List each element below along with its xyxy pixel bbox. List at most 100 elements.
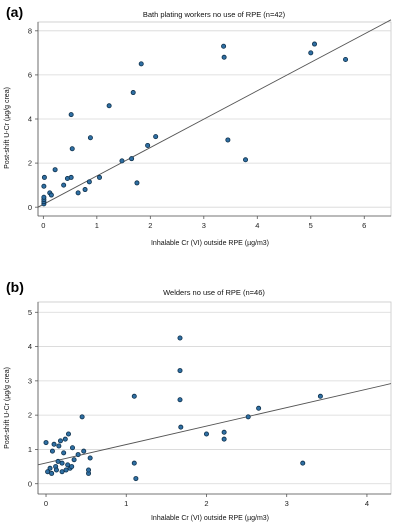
- panel-a-data-point-20: [119, 158, 125, 164]
- panel-a-data-point-11: [68, 174, 74, 180]
- panel-b-data-point-2: [47, 465, 53, 471]
- panel-b-y-tick-label-3: 3: [28, 376, 32, 385]
- panel-b-data-point-1: [45, 469, 51, 475]
- panel-b-y-axis-label: Post-shift U-Cr (µg/g crea): [4, 367, 11, 449]
- panel-b-data-point-21: [71, 457, 77, 463]
- panel-b-y-tick-label-2: 2: [28, 411, 32, 420]
- panel-a-data-point-21: [129, 156, 135, 162]
- panel-a-data-point-22: [130, 90, 136, 96]
- panel-b-data-point-27: [87, 455, 93, 461]
- panel-a-x-tick-label-1: 1: [95, 221, 99, 230]
- panel-b-x-tick-label-3: 3: [285, 499, 289, 508]
- panel-a-data-point-24: [138, 61, 144, 67]
- panel-a-data-point-9: [61, 182, 67, 188]
- panel-a-data-point-23: [134, 180, 140, 186]
- panel-b-data-point-26: [86, 467, 92, 473]
- panel-a-data-point-28: [221, 54, 227, 60]
- panel-b-y-tick-label-0: 0: [28, 479, 32, 488]
- panel-a-data-point-15: [82, 187, 88, 193]
- panel-b-data-point-23: [79, 414, 85, 420]
- panel-a-data-point-3: [41, 194, 47, 200]
- panel-a-data-point-29: [225, 137, 231, 143]
- panel-a-data-point-7: [48, 192, 54, 198]
- panel-b-letter: (b): [6, 279, 24, 295]
- panel-a-data-point-13: [69, 146, 75, 152]
- panel-a-data-point-33: [343, 56, 349, 62]
- panel-b-data-point-33: [177, 397, 183, 403]
- panel-b-x-tick-label-0: 0: [44, 499, 48, 508]
- panel-a-data-point-25: [145, 142, 151, 148]
- panel-b-data-point-15: [63, 467, 69, 473]
- panel-b-data-point-37: [221, 436, 227, 442]
- panel-a-x-axis-label: Inhalable Cr (VI) outside RPE (µg/m3): [151, 240, 269, 247]
- panel-b-data-point-35: [203, 431, 209, 437]
- panel-a-data-point-30: [243, 157, 249, 163]
- panel-b-data-point-17: [65, 431, 71, 437]
- panel-b-data-point-24: [81, 448, 87, 454]
- panel-b-data-point-14: [62, 436, 68, 442]
- panel-b: (b) Welders no use of RPE (n=46) 0 1 2 3 4 5 0…: [4, 279, 392, 522]
- panel-b-data-point-19: [69, 464, 75, 470]
- panel-a-data-point-14: [75, 190, 81, 196]
- panel-b-data-point-39: [256, 405, 262, 411]
- panel-a-y-tick-label-0: 0: [28, 203, 32, 212]
- panel-a-data-point-5: [41, 174, 47, 180]
- panel-b-y-tick-label-5: 5: [28, 308, 32, 317]
- panel-b-data-point-9: [56, 443, 62, 449]
- panel-b-title: Welders no use of RPE (n=46): [163, 288, 265, 297]
- panel-b-data-point-31: [177, 335, 183, 341]
- panel-b-x-axis-label: Inhalable Cr (VI) outside RPE (µg/m3): [151, 515, 269, 522]
- panel-a-x-tick-label-2: 2: [148, 221, 152, 230]
- panel-a-y-tick-label-6: 6: [28, 71, 32, 80]
- panel-a-data-point-19: [106, 103, 112, 109]
- panel-a-data-point-12: [68, 112, 74, 118]
- panel-b-data-point-38: [245, 414, 251, 420]
- panel-b-data-point-0: [43, 440, 49, 446]
- panel-a: (a) Bath plating workers no use of RPE (…: [4, 4, 392, 247]
- panel-b-data-point-32: [177, 368, 183, 374]
- panel-b-x-tick-label-1: 1: [124, 499, 128, 508]
- panel-b-data-point-11: [59, 460, 65, 466]
- panel-b-data-point-40: [300, 460, 306, 466]
- panel-b-data-point-13: [61, 450, 67, 456]
- panel-b-data-point-36: [221, 429, 227, 435]
- panel-b-data-point-34: [178, 424, 184, 430]
- panel-a-data-point-31: [308, 50, 314, 56]
- panel-a-data-point-8: [52, 167, 58, 173]
- panel-a-x-tick-label-0: 0: [41, 221, 45, 230]
- panel-a-x-tick-label-3: 3: [202, 221, 206, 230]
- panel-a-fit-line: [37, 19, 392, 208]
- panel-b-data-point-8: [55, 458, 61, 464]
- panel-b-data-point-10: [57, 438, 63, 444]
- panel-b-x-tick-label-2: 2: [204, 499, 208, 508]
- panel-a-x-tick-label-6: 6: [362, 221, 366, 230]
- panel-a-letter: (a): [6, 4, 23, 20]
- panel-a-title: Bath plating workers no use of RPE (n=42…: [143, 10, 286, 19]
- panel-a-data-point-18: [97, 174, 103, 180]
- panel-a-data-point-17: [87, 135, 93, 141]
- panel-b-data-point-22: [75, 452, 81, 458]
- panel-b-data-point-12: [59, 469, 65, 475]
- panel-b-x-tick-label-4: 4: [365, 499, 369, 508]
- panel-a-data-point-26: [153, 134, 159, 140]
- panel-b-data-point-3: [49, 470, 55, 476]
- panel-a-y-tick-label-2: 2: [28, 159, 32, 168]
- panel-b-data-point-16: [65, 462, 71, 468]
- panel-b-data-point-41: [317, 393, 323, 399]
- panel-b-data-point-20: [69, 445, 75, 451]
- panel-b-data-point-5: [51, 441, 57, 447]
- panel-a-data-point-16: [86, 179, 92, 185]
- panel-a-x-tick-label-5: 5: [309, 221, 313, 230]
- panel-b-data-point-30: [133, 476, 139, 482]
- panel-b-data-point-29: [131, 460, 137, 466]
- panel-a-data-point-32: [312, 41, 318, 47]
- panel-a-data-point-4: [41, 183, 47, 189]
- panel-b-y-tick-label-4: 4: [28, 342, 32, 351]
- panel-b-data-point-28: [131, 393, 137, 399]
- panel-a-y-tick-label-4: 4: [28, 115, 32, 124]
- panel-b-plot-frame: [37, 301, 392, 495]
- panel-a-data-point-27: [221, 43, 227, 49]
- panel-b-y-tick-label-1: 1: [28, 445, 32, 454]
- panel-a-y-axis-label: Post-shift U-Cr (µg/g crea): [4, 87, 11, 169]
